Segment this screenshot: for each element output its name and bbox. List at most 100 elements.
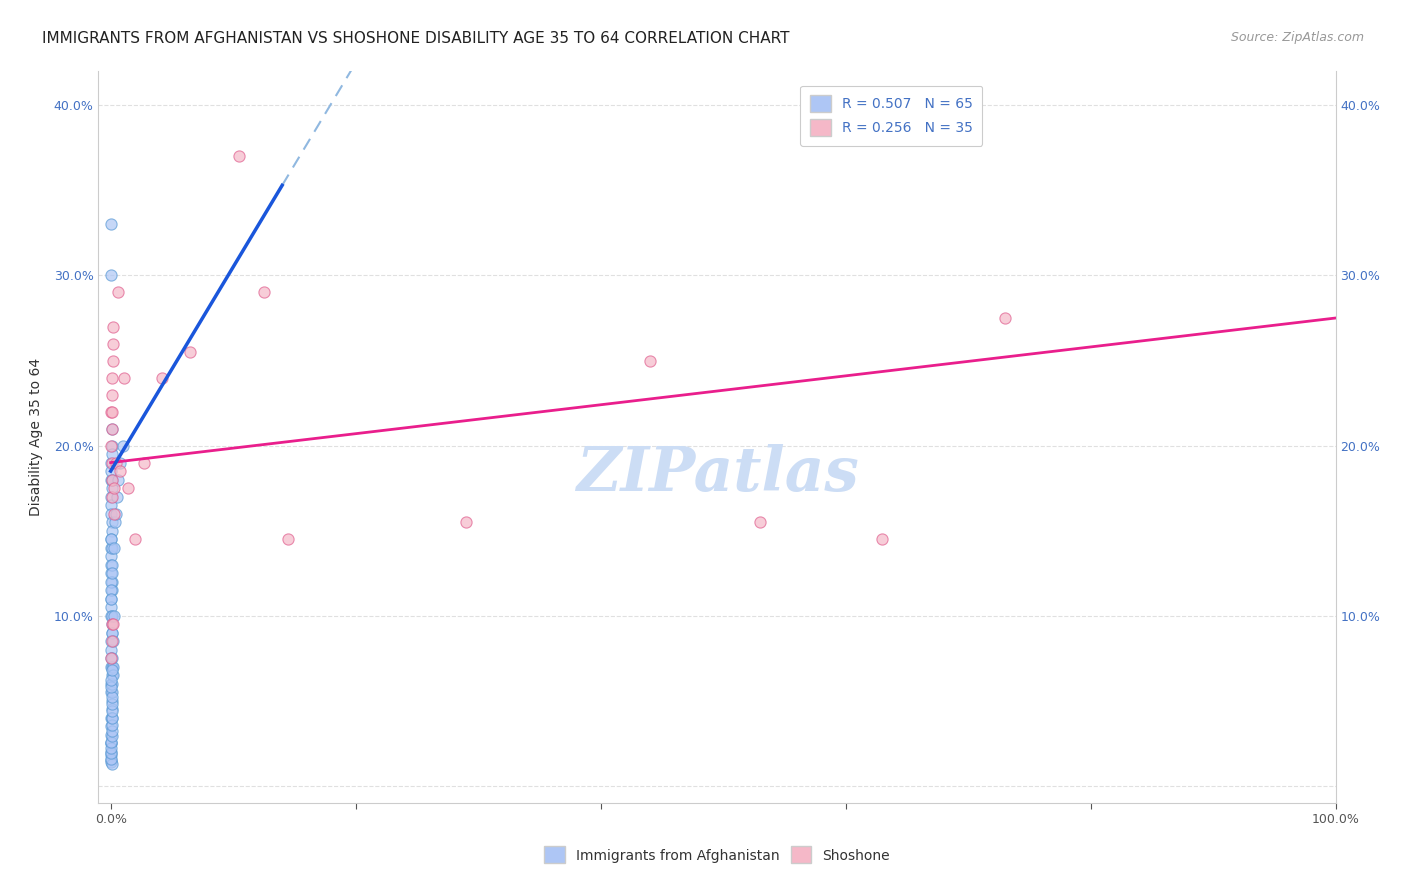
- Point: [100, 717, 122, 731]
- Point: [101, 668, 124, 682]
- Point: [101, 625, 124, 640]
- Point: [101, 574, 124, 589]
- Y-axis label: Disability Age 35 to 64: Disability Age 35 to 64: [28, 358, 42, 516]
- Point: [103, 541, 125, 555]
- Point: [101, 336, 124, 351]
- Point: [101, 481, 124, 495]
- Point: [101, 490, 124, 504]
- Point: [100, 558, 122, 572]
- Point: [100, 677, 122, 691]
- Point: [100, 404, 122, 418]
- Point: [105, 490, 128, 504]
- Point: [638, 353, 661, 368]
- Point: [100, 456, 122, 470]
- Point: [100, 663, 122, 677]
- Point: [107, 473, 129, 487]
- Point: [100, 625, 122, 640]
- Point: [100, 608, 122, 623]
- Point: [100, 473, 122, 487]
- Point: [101, 387, 124, 401]
- Point: [100, 736, 122, 750]
- Point: [100, 724, 122, 739]
- Point: [100, 747, 122, 761]
- Point: [101, 711, 124, 725]
- Point: [100, 532, 122, 546]
- Point: [101, 694, 124, 708]
- Point: [179, 345, 201, 359]
- Point: [110, 464, 132, 478]
- Point: [104, 456, 127, 470]
- Point: [100, 651, 122, 665]
- Point: [100, 677, 122, 691]
- Point: [100, 728, 122, 742]
- Point: [101, 617, 124, 632]
- Point: [100, 659, 122, 673]
- Point: [101, 353, 124, 368]
- Point: [100, 591, 122, 606]
- Point: [100, 439, 122, 453]
- Point: [100, 711, 122, 725]
- Point: [100, 751, 122, 765]
- Point: [994, 311, 1017, 326]
- Point: [100, 490, 122, 504]
- Point: [101, 421, 124, 435]
- Point: [100, 702, 122, 716]
- Point: [100, 524, 122, 538]
- Point: [100, 651, 122, 665]
- Point: [100, 541, 122, 555]
- Point: [872, 532, 894, 546]
- Point: [100, 515, 122, 529]
- Point: [103, 481, 125, 495]
- Point: [100, 473, 122, 487]
- Point: [100, 734, 122, 748]
- Point: [100, 685, 122, 699]
- Point: [100, 218, 122, 232]
- Point: [100, 730, 122, 744]
- Point: [100, 634, 122, 648]
- Point: [100, 608, 122, 623]
- Text: ZIPatlas: ZIPatlas: [575, 443, 859, 504]
- Point: [112, 370, 135, 384]
- Point: [100, 642, 122, 657]
- Point: [100, 591, 122, 606]
- Point: [100, 421, 122, 435]
- Point: [101, 651, 124, 665]
- Point: [100, 711, 122, 725]
- Point: [100, 558, 122, 572]
- Point: [100, 268, 122, 283]
- Point: [100, 719, 122, 733]
- Point: [100, 439, 122, 453]
- Point: [150, 370, 173, 384]
- Point: [101, 634, 124, 648]
- Point: [100, 447, 122, 461]
- Point: [101, 404, 124, 418]
- Point: [100, 659, 122, 673]
- Point: [100, 583, 122, 598]
- Point: [100, 507, 122, 521]
- Point: [100, 583, 122, 598]
- Point: [103, 608, 125, 623]
- Point: [100, 680, 122, 694]
- Point: [100, 745, 122, 759]
- Point: [100, 753, 122, 767]
- Text: Source: ZipAtlas.com: Source: ZipAtlas.com: [1230, 31, 1364, 45]
- Point: [100, 736, 122, 750]
- Point: [101, 704, 124, 718]
- Point: [101, 617, 124, 632]
- Point: [100, 600, 122, 615]
- Point: [100, 498, 122, 512]
- Point: [101, 668, 124, 682]
- Text: IMMIGRANTS FROM AFGHANISTAN VS SHOSHONE DISABILITY AGE 35 TO 64 CORRELATION CHAR: IMMIGRANTS FROM AFGHANISTAN VS SHOSHONE …: [42, 31, 790, 46]
- Point: [100, 755, 122, 769]
- Point: [132, 456, 155, 470]
- Point: [103, 507, 125, 521]
- Point: [100, 464, 122, 478]
- Point: [100, 741, 122, 756]
- Point: [100, 673, 122, 688]
- Point: [454, 515, 477, 529]
- Point: [101, 659, 124, 673]
- Point: [104, 507, 127, 521]
- Legend: Immigrants from Afghanistan, Shoshone: Immigrants from Afghanistan, Shoshone: [538, 841, 896, 869]
- Point: [101, 690, 124, 705]
- Point: [101, 697, 124, 711]
